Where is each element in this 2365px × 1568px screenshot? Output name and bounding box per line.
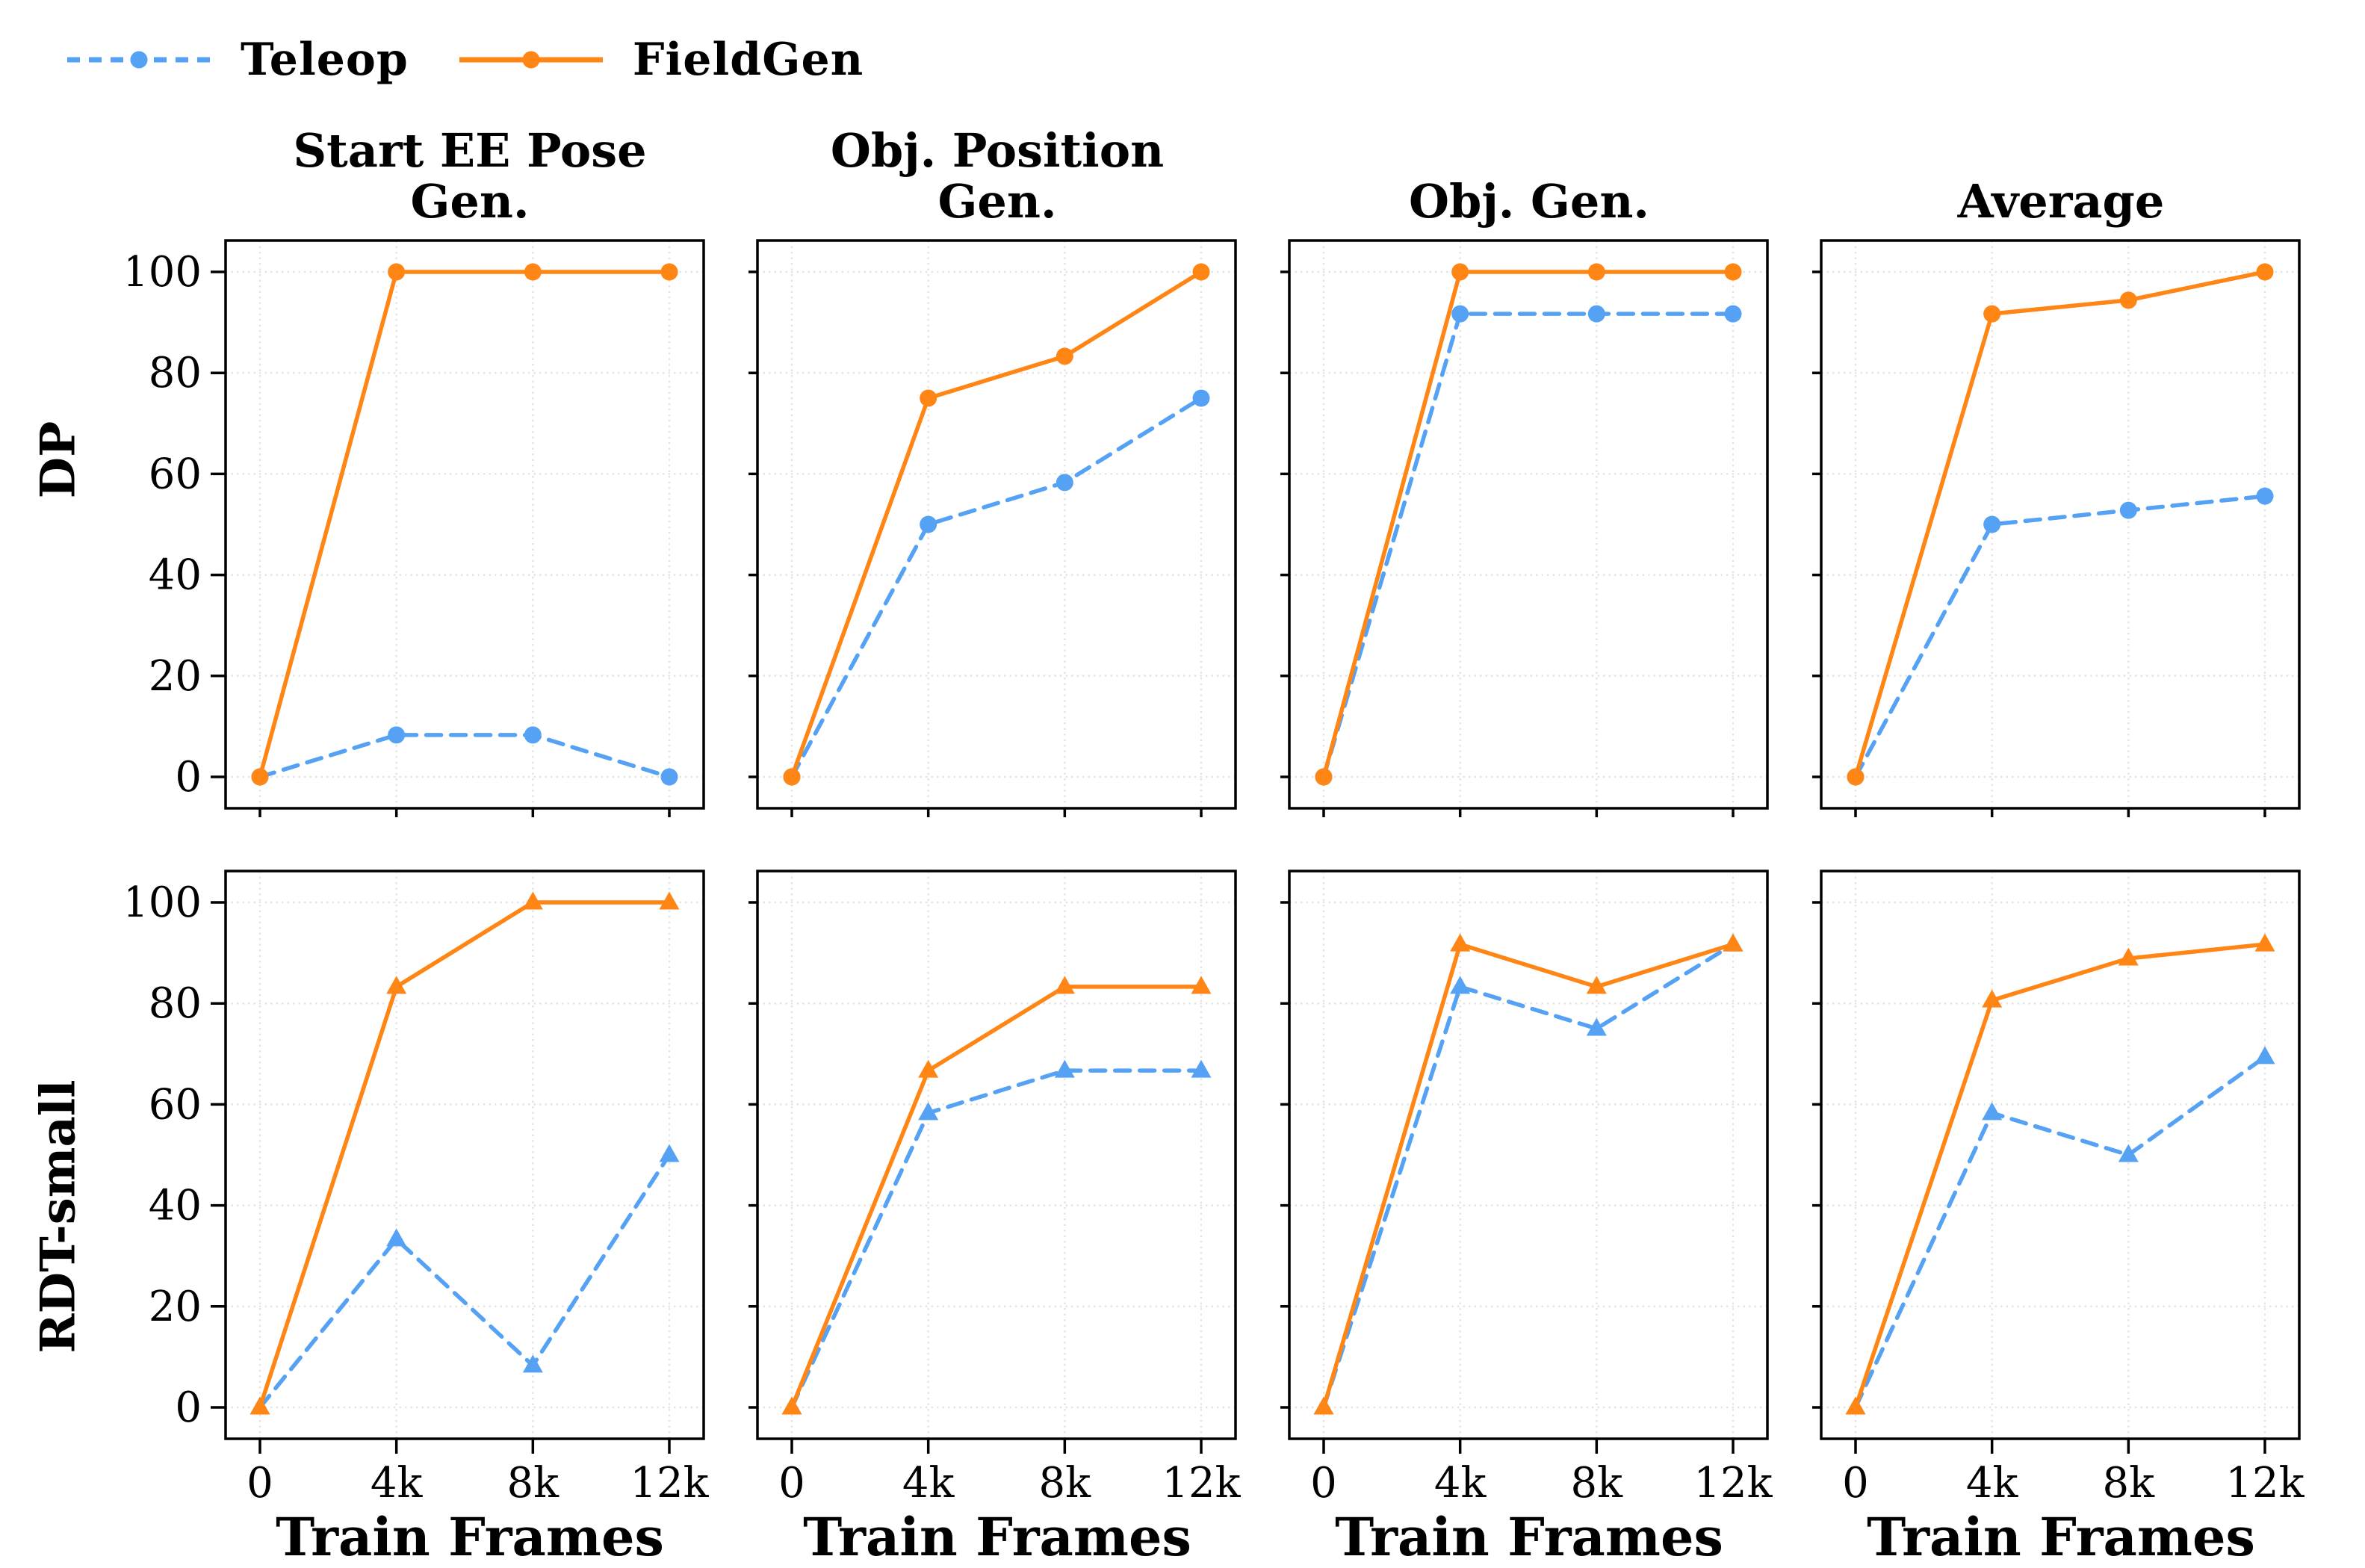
svg-text:12k: 12k [1693, 1459, 1773, 1505]
chart-cell-dp-obj-position: Obj. Position Gen. [748, 102, 1246, 817]
svg-text:40: 40 [149, 1182, 202, 1230]
svg-text:0: 0 [247, 1459, 273, 1505]
svg-text:100: 100 [128, 248, 202, 297]
chart-cell-dp-obj-gen: Obj. Gen. [1280, 102, 1778, 817]
svg-text:0: 0 [175, 1383, 202, 1432]
svg-text:40: 40 [149, 551, 202, 600]
legend: Teleop FieldGen [22, 19, 2365, 99]
legend-item-teleop: Teleop [64, 34, 409, 86]
row-label-rdt-small: RDT-small [22, 865, 94, 1568]
chart-rdt-average: 0 4k 8k 12k [1812, 870, 2305, 1505]
x-axis-label: Train Frames [1335, 1506, 1723, 1568]
chart-title: Start EE Pose Gen. [293, 123, 647, 229]
legend-item-fieldgen: FieldGen [456, 34, 864, 86]
svg-text:8k: 8k [1039, 1459, 1092, 1505]
chart-dp-average [1812, 239, 2301, 817]
row-label-rdt-small-text: RDT-small [30, 1079, 87, 1354]
svg-text:12k: 12k [2225, 1459, 2304, 1505]
svg-text:4k: 4k [1434, 1459, 1487, 1505]
chart-title: Average [1957, 173, 2165, 229]
svg-text:80: 80 [149, 349, 202, 397]
teleop-line-sample-icon [67, 51, 211, 69]
svg-text:20: 20 [149, 652, 202, 701]
chart-rdt-obj-position: 0 4k 8k 12k [748, 870, 1242, 1505]
svg-text:4k: 4k [902, 1459, 955, 1505]
chart-grid: DP Start EE Pose Gen. 0 20 40 60 80 100 Obj. P… [22, 102, 2365, 1568]
row-label-dp-text: DP [30, 421, 87, 498]
chart-cell-dp-start-ee: Start EE Pose Gen. 0 20 40 60 80 100 [128, 102, 714, 817]
svg-text:80: 80 [149, 979, 202, 1028]
svg-text:60: 60 [149, 1080, 202, 1129]
chart-title: Obj. Position Gen. [830, 123, 1165, 229]
svg-text:0: 0 [175, 753, 202, 802]
chart-rdt-obj-gen: 0 4k 8k 12k [1280, 870, 1773, 1505]
chart-cell-rdt-obj-position: 0 4k 8k 12k Train Frames [748, 865, 1246, 1568]
legend-label-fieldgen: FieldGen [632, 34, 864, 86]
svg-text:0: 0 [1842, 1459, 1869, 1505]
chart-dp-start-ee-pose: 0 20 40 60 80 100 [128, 239, 705, 817]
chart-rdt-start-ee-pose: 0 20 40 60 80 100 0 4k 8k 12k [128, 870, 710, 1505]
fieldgen-line-sample-icon [459, 51, 603, 69]
x-axis-label: Train Frames [1867, 1506, 2255, 1568]
svg-text:0: 0 [778, 1459, 805, 1505]
chart-cell-dp-average: Average [1812, 102, 2310, 817]
svg-text:8k: 8k [1571, 1459, 1624, 1505]
x-axis-label: Train Frames [803, 1506, 1191, 1568]
svg-text:4k: 4k [1966, 1459, 2019, 1505]
svg-text:8k: 8k [2103, 1459, 2156, 1505]
chart-cell-rdt-average: 0 4k 8k 12k Train Frames [1812, 865, 2310, 1568]
svg-text:12k: 12k [1162, 1459, 1241, 1505]
svg-text:100: 100 [128, 878, 202, 927]
svg-text:8k: 8k [507, 1459, 560, 1505]
svg-text:0: 0 [1310, 1459, 1337, 1505]
chart-cell-rdt-obj-gen: 0 4k 8k 12k Train Frames [1280, 865, 1778, 1568]
chart-dp-obj-gen [1280, 239, 1769, 817]
svg-text:12k: 12k [630, 1459, 709, 1505]
svg-text:60: 60 [149, 450, 202, 498]
legend-label-teleop: Teleop [241, 34, 409, 86]
chart-dp-obj-position [748, 239, 1237, 817]
chart-title: Obj. Gen. [1408, 173, 1650, 229]
x-axis-label: Train Frames [276, 1506, 664, 1568]
svg-text:4k: 4k [371, 1459, 424, 1505]
svg-text:20: 20 [149, 1283, 202, 1331]
chart-cell-rdt-start-ee: 0 20 40 60 80 100 0 4k 8k 12k Train Frames [128, 865, 714, 1568]
row-label-dp: DP [22, 102, 94, 817]
